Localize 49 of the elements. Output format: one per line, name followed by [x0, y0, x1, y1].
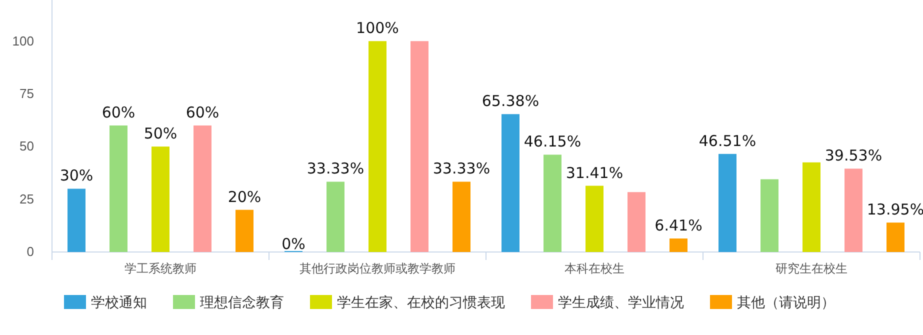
data-label: 46.51%	[698, 132, 756, 150]
legend-label: 学生在家、在校的习惯表现	[337, 294, 505, 311]
legend-label: 学生成绩、学业情况	[558, 294, 684, 311]
y-tick-label: 75	[20, 86, 34, 101]
bar	[410, 41, 428, 252]
data-label: 6.41%	[654, 216, 702, 234]
y-tick-label: 100	[12, 33, 34, 48]
bar	[236, 210, 254, 252]
bar	[68, 188, 86, 252]
data-label: 39.53%	[824, 146, 882, 165]
y-tick-label: 25	[20, 191, 34, 206]
bar	[586, 186, 604, 252]
data-label: 60%	[186, 103, 220, 122]
bar	[886, 222, 904, 252]
x-tick-label: 其他行政岗位教师或教学教师	[300, 262, 456, 276]
data-label: 13.95%	[866, 200, 923, 219]
data-label: 46.15%	[524, 132, 582, 151]
x-tick-label: 学工系统教师	[124, 262, 196, 276]
data-label: 30%	[60, 166, 94, 185]
bar	[502, 114, 520, 252]
data-label: 50%	[144, 124, 178, 143]
x-tick-label: 研究生在校生	[776, 262, 848, 276]
bar	[760, 179, 778, 252]
bar	[194, 125, 212, 252]
data-label: 65.38%	[482, 92, 540, 110]
y-tick-label: 50	[20, 138, 34, 154]
bar	[544, 154, 562, 252]
data-label: 31.41%	[566, 164, 624, 182]
x-tick-label: 本科在校生	[564, 262, 624, 276]
legend-label: 理想信念教育	[200, 294, 284, 311]
legend-label: 其他（请说明）	[737, 294, 835, 311]
bar	[628, 192, 646, 252]
bar	[368, 41, 386, 252]
bar	[152, 146, 170, 252]
bar	[802, 162, 820, 252]
bar	[670, 238, 688, 252]
legend-label: 学校通知	[91, 294, 147, 311]
data-label: 60%	[102, 103, 136, 122]
bar	[718, 154, 736, 252]
data-label: 0%	[282, 235, 306, 253]
data-label: 20%	[228, 188, 262, 206]
data-label: 33.33%	[432, 160, 490, 178]
bar	[452, 182, 470, 252]
bar	[326, 182, 344, 252]
bar	[844, 168, 862, 252]
y-tick-label: 0	[26, 244, 34, 260]
data-label: 100%	[356, 19, 399, 38]
bar	[110, 125, 128, 252]
data-label: 33.33%	[306, 160, 364, 178]
